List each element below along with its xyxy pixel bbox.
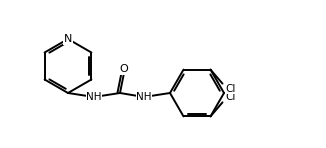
Text: NH: NH: [136, 92, 152, 102]
Text: Cl: Cl: [226, 84, 236, 94]
Text: NH: NH: [86, 92, 102, 102]
Text: O: O: [120, 64, 128, 74]
Text: N: N: [64, 34, 72, 44]
Text: Cl: Cl: [226, 92, 236, 102]
